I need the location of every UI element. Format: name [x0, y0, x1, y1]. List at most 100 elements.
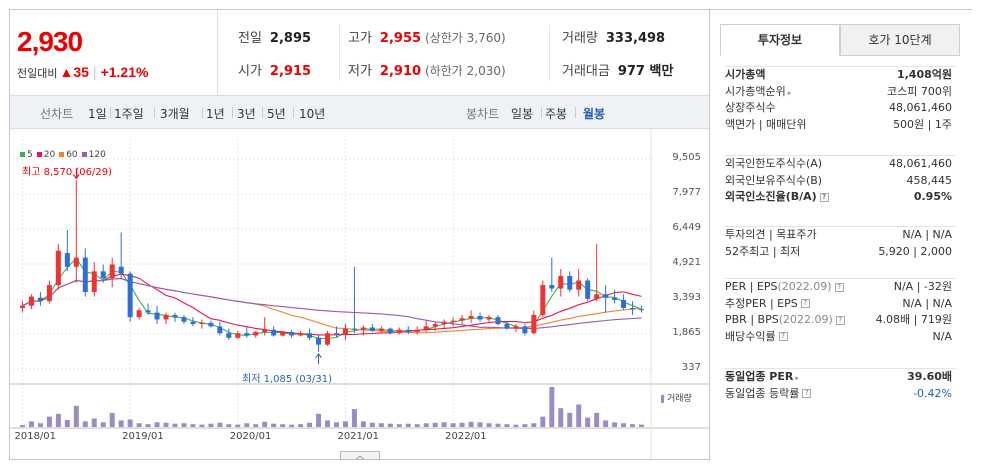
- candle-body-67: [621, 299, 627, 309]
- volume-bar-23: [226, 424, 232, 427]
- volume-bar-66: [612, 422, 618, 427]
- tab-orderbook[interactable]: 호가 10단계: [840, 24, 960, 56]
- info-row: PER | EPS(2022.09)? N/A | -32원: [725, 279, 956, 296]
- info-label: 추정PER | EPS?: [725, 296, 810, 313]
- price-chart[interactable]: 5 20 60 120 최고 8,570 (06/29) 최저 1,085 (03/3…: [10, 129, 709, 461]
- ma20-line: [22, 273, 642, 336]
- volume-bar-30: [289, 424, 295, 427]
- candle-button-2[interactable]: 월봉: [583, 107, 606, 121]
- chevron-right-icon[interactable]: ▸: [787, 88, 792, 97]
- candle-body-15: [154, 312, 160, 320]
- info-row: 외국인보유주식수(B) 458,445: [725, 173, 956, 190]
- help-icon[interactable]: ?: [800, 299, 810, 308]
- candle-body-58: [540, 285, 546, 315]
- info-row: 동일업종 PER ▸ 39.60배: [725, 369, 956, 386]
- candle-body-30: [289, 332, 295, 336]
- candle-body-6: [73, 257, 79, 267]
- help-icon[interactable]: ?: [819, 192, 829, 202]
- help-icon[interactable]: ?: [835, 315, 845, 325]
- x-tick-label: 2021/01: [337, 431, 379, 442]
- volume-bar-41: [387, 423, 393, 427]
- chevron-right-icon[interactable]: ▸: [795, 374, 799, 382]
- candle-body-69: [639, 309, 645, 311]
- help-icon[interactable]: ?: [802, 389, 812, 398]
- candle-body-55: [513, 326, 519, 329]
- ma20-label: 20: [43, 150, 56, 160]
- foreign-holding-group: 외국인한도주식수(A) 48,061,460 외국인보유주식수(B) 458,445 외…: [725, 155, 956, 206]
- candle-body-34: [325, 333, 331, 345]
- candle-body-53: [495, 317, 501, 325]
- info-value: 500원 | 1주: [893, 117, 952, 131]
- period-button-3[interactable]: 1년: [206, 107, 225, 121]
- info-label: 상장주식수: [725, 101, 776, 114]
- period-button-6[interactable]: 10년: [299, 107, 326, 121]
- info-value: -0.42%: [913, 386, 952, 400]
- info-label[interactable]: 시가총액순위 ▸: [725, 84, 792, 98]
- y-tick-label: 337: [681, 362, 701, 373]
- volume-bar-43: [405, 423, 411, 427]
- volume-bar-12: [127, 419, 133, 427]
- candle-body-63: [585, 280, 591, 299]
- info-label[interactable]: 동일업종 PER ▸: [725, 370, 799, 383]
- candle-body-23: [226, 333, 232, 338]
- volume-bar-48: [450, 423, 456, 427]
- candle-body-44: [414, 329, 420, 333]
- ma120-label: 120: [88, 150, 106, 160]
- volume-bar-56: [522, 424, 528, 427]
- volume-bar-5: [64, 419, 70, 427]
- volume-bar-10: [109, 412, 115, 427]
- candle-body-65: [603, 294, 609, 298]
- volume-bar-46: [432, 422, 438, 427]
- info-value: 코스피 700위: [887, 84, 952, 98]
- y-tick-label: 7,977: [672, 187, 701, 198]
- info-value: 5,920 | 2,000: [878, 244, 952, 258]
- candle-body-43: [405, 329, 411, 333]
- volume-bar-18: [181, 423, 187, 427]
- ma5-label: 5: [27, 150, 33, 160]
- volume-bar-55: [513, 424, 519, 427]
- info-row: PBR | BPS(2022.09)? 4.08배 | 719원: [725, 312, 956, 329]
- candle-body-3: [46, 285, 52, 302]
- candle-body-39: [369, 327, 375, 331]
- candle-body-37: [351, 328, 357, 330]
- candle-body-20: [199, 322, 205, 325]
- volume-bar-9: [100, 422, 106, 427]
- candle-body-45: [423, 326, 429, 330]
- candle-body-24: [235, 333, 241, 338]
- info-row: 상장주식수 48,061,460: [725, 100, 956, 117]
- volume-bar-35: [333, 422, 339, 427]
- volume-bar-2: [37, 423, 43, 427]
- volume-bar-61: [567, 412, 573, 427]
- y-tick-label: 9,505: [672, 152, 701, 163]
- candle-body-47: [441, 321, 447, 325]
- line-chart-label: 선차트: [40, 107, 74, 121]
- high-price: 고가 2,955 (상한가 3,760): [348, 31, 506, 46]
- info-label: PER | EPS(2022.09)?: [725, 279, 844, 296]
- period-button-4[interactable]: 3년: [237, 107, 256, 121]
- volume-bar-11: [118, 420, 124, 427]
- help-icon[interactable]: ?: [834, 282, 844, 292]
- market-cap-group: 시가총액 1,408억원 시가총액순위 ▸ 코스피 700위 상장주식수 48,061,46…: [725, 66, 956, 133]
- candle-body-4: [55, 250, 61, 286]
- ma-legend: 5 20 60 120: [16, 150, 106, 161]
- ma5-line: [22, 257, 642, 340]
- candle-button-1[interactable]: 주봉: [545, 107, 568, 121]
- low-marker-icon: [315, 353, 322, 364]
- period-button-1[interactable]: 1주일: [114, 107, 144, 121]
- candle-button-0[interactable]: 일봉: [511, 107, 534, 121]
- info-row: 액면가 | 매매단위 500원 | 1주: [725, 117, 956, 134]
- period-button-0[interactable]: 1일: [88, 107, 107, 121]
- info-label: 시가총액: [725, 68, 766, 81]
- candle-body-9: [100, 271, 106, 279]
- volume-bar-45: [423, 423, 429, 427]
- tab-investment-info[interactable]: 투자정보: [720, 24, 840, 56]
- period-button-2[interactable]: 3개월: [160, 107, 190, 121]
- volume-bar-33: [316, 413, 322, 427]
- volume-bar-49: [459, 422, 465, 427]
- period-button-5[interactable]: 5년: [267, 107, 286, 121]
- volume-bar-27: [262, 421, 268, 427]
- candle-body-50: [468, 316, 474, 319]
- help-icon[interactable]: ?: [778, 332, 788, 341]
- chart-scroll-toggle[interactable]: ︿: [340, 451, 380, 460]
- volume-bar-17: [172, 423, 178, 427]
